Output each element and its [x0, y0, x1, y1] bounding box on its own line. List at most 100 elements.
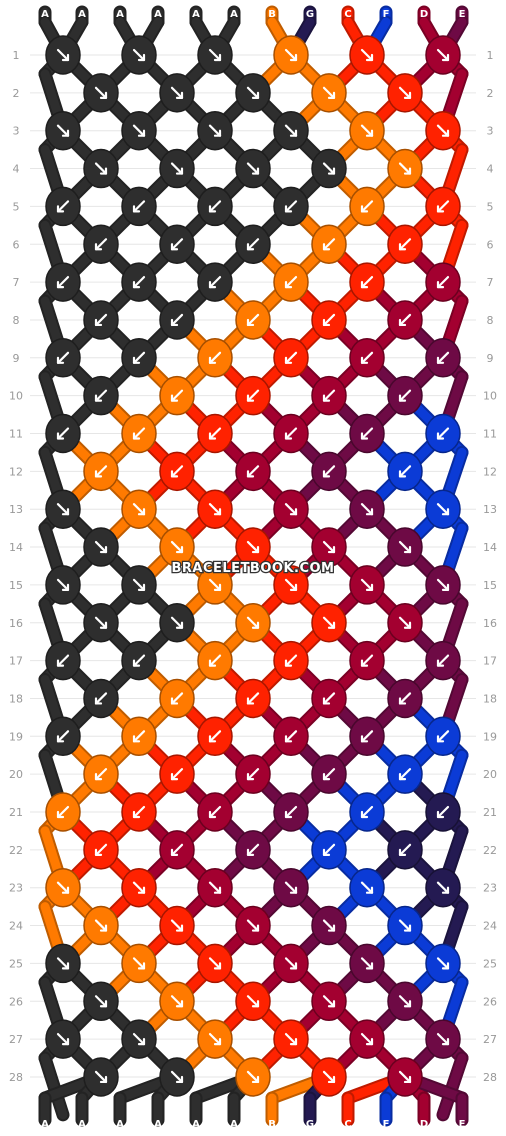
arrow-down-left-icon [94, 768, 108, 781]
row-label-left: 3 [13, 125, 20, 138]
knot [273, 640, 309, 681]
arrow-down-left-icon [436, 730, 450, 743]
knot [311, 73, 347, 113]
bottom-string-label: C [344, 1119, 351, 1130]
knot [159, 981, 195, 1021]
knot [425, 640, 461, 681]
arrow-down-right-icon [208, 124, 222, 137]
arrow-down-right-icon [94, 540, 108, 554]
row-label-left: 28 [9, 1071, 23, 1084]
arrow-down-left-icon [398, 389, 412, 402]
knot [159, 375, 195, 416]
arrow-down-left-icon [284, 654, 298, 667]
knot [349, 867, 385, 908]
arrow-down-right-icon [246, 1070, 260, 1084]
knot [159, 527, 195, 567]
knot [349, 943, 385, 984]
arrow-down-right-icon [246, 616, 260, 629]
knot [197, 943, 233, 984]
arrow-down-left-icon [436, 351, 450, 364]
arrow-down-right-icon [398, 616, 412, 629]
knot [83, 527, 119, 567]
arrow-down-right-icon [170, 616, 184, 629]
arrow-down-right-icon [360, 578, 374, 592]
row-label-right: 17 [483, 655, 497, 668]
top-string-label: A [230, 9, 238, 20]
knot [83, 73, 119, 113]
arrow-down-right-icon [208, 503, 222, 516]
row-label-right: 19 [483, 730, 497, 743]
arrow-down-left-icon [322, 389, 336, 402]
knot [197, 338, 233, 378]
knot [273, 35, 309, 75]
bottom-string-label: A [192, 1119, 200, 1130]
row-label-right: 11 [483, 428, 497, 441]
row-label-left: 20 [9, 768, 23, 781]
knot [235, 224, 271, 264]
row-label-right: 9 [487, 352, 494, 365]
knot [83, 148, 119, 189]
row-label-left: 11 [9, 428, 23, 441]
knot [45, 262, 81, 302]
knot [425, 565, 461, 605]
knot [425, 792, 461, 832]
arrow-down-right-icon [284, 503, 298, 516]
knot [83, 905, 119, 946]
arrow-down-left-icon [94, 313, 108, 327]
knot [235, 905, 271, 946]
knot [311, 224, 347, 264]
row-label-left: 2 [13, 87, 20, 100]
knot [273, 186, 309, 227]
knot [45, 792, 81, 832]
knot [235, 754, 271, 794]
arrow-down-right-icon [56, 503, 70, 516]
row-label-left: 21 [9, 806, 23, 819]
knot [83, 981, 119, 1021]
arrow-down-left-icon [322, 692, 336, 705]
arrow-down-left-icon [322, 768, 336, 781]
knot [197, 262, 233, 302]
arrow-down-left-icon [246, 313, 260, 327]
row-label-right: 3 [487, 125, 494, 138]
arrow-down-left-icon [132, 276, 146, 289]
knot [197, 110, 233, 151]
arrow-down-left-icon [360, 730, 374, 743]
arrow-down-right-icon [208, 1032, 222, 1046]
arrow-down-right-icon [132, 881, 146, 894]
knot [121, 489, 157, 529]
arrow-down-right-icon [360, 881, 374, 894]
arrow-down-left-icon [170, 313, 184, 327]
top-string-label: B [268, 9, 276, 20]
knot [45, 565, 81, 605]
top-string-label: A [154, 9, 162, 20]
row-label-left: 24 [9, 920, 23, 933]
arrow-down-left-icon [94, 692, 108, 705]
knot [387, 148, 423, 189]
arrow-down-right-icon [132, 1032, 146, 1046]
row-label-left: 9 [13, 352, 20, 365]
knot [311, 527, 347, 567]
knot [311, 754, 347, 794]
knot [425, 716, 461, 757]
knot [311, 1057, 347, 1097]
arrow-down-right-icon [398, 995, 412, 1008]
arrow-down-right-icon [94, 616, 108, 629]
knot [121, 943, 157, 984]
arrow-down-left-icon [436, 805, 450, 819]
row-label-right: 8 [487, 314, 494, 327]
arrow-down-right-icon [360, 1032, 374, 1046]
arrow-down-left-icon [56, 276, 70, 289]
knot [387, 527, 423, 567]
arrow-down-right-icon [284, 881, 298, 894]
knot [425, 186, 461, 227]
bottom-string-label: A [116, 1119, 124, 1130]
knot [235, 451, 271, 492]
row-label-right: 2 [487, 87, 494, 100]
arrow-down-right-icon [132, 48, 146, 62]
knot [121, 716, 157, 757]
arrow-down-left-icon [56, 730, 70, 743]
arrow-down-left-icon [208, 654, 222, 667]
knot [349, 262, 385, 302]
row-label-left: 25 [9, 957, 23, 970]
